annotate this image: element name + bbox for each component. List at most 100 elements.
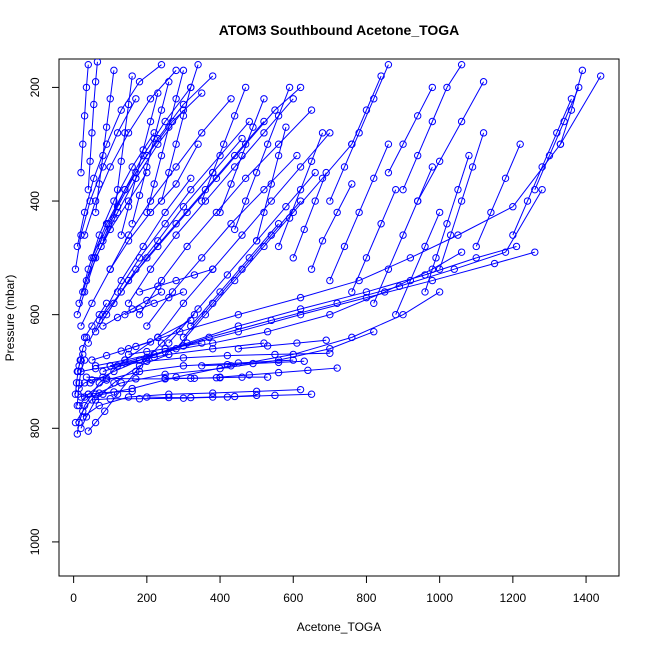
data-point: [348, 140, 356, 148]
data-point: [77, 393, 85, 401]
data-point: [154, 242, 162, 251]
data-point: [263, 328, 272, 336]
series-line-segment: [190, 64, 199, 88]
data-point: [435, 157, 444, 165]
data-point: [263, 140, 272, 148]
data-point: [88, 376, 96, 384]
series-line-segment: [175, 132, 203, 168]
data-point: [238, 231, 246, 239]
series-line-segment: [252, 361, 279, 365]
series-line-segment: [102, 127, 108, 156]
data-point: [172, 276, 180, 285]
data-point: [399, 185, 407, 194]
series-line-segment: [336, 183, 353, 213]
data-point: [384, 168, 393, 177]
data-point: [113, 313, 122, 322]
data-point: [80, 333, 89, 342]
data-point: [274, 368, 283, 377]
data-point: [227, 362, 235, 370]
data-point: [249, 359, 257, 368]
series-line-segment: [230, 189, 265, 225]
data-point: [117, 106, 125, 114]
data-point: [223, 351, 232, 360]
data-point: [143, 168, 151, 177]
data-point: [161, 117, 169, 126]
series-1: [77, 339, 268, 432]
series-43: [110, 72, 136, 222]
data-point: [230, 112, 239, 120]
series-line-segment: [128, 200, 151, 236]
series-line-segment: [91, 104, 95, 133]
data-point: [165, 393, 173, 402]
data-point: [190, 271, 199, 279]
data-point: [76, 356, 84, 364]
series-line-segment: [74, 235, 82, 270]
series-line-segment: [223, 115, 236, 145]
series-line-segment: [88, 392, 100, 395]
data-point: [135, 356, 144, 364]
data-point: [267, 197, 275, 205]
data-point: [146, 117, 155, 126]
series-22: [79, 83, 195, 296]
data-point: [205, 333, 213, 342]
series-line-segment: [80, 393, 89, 398]
series-65: [399, 60, 466, 194]
series-line-segment: [175, 143, 199, 185]
series-line-segment: [201, 98, 232, 134]
data-point: [209, 339, 217, 347]
series-79: [124, 339, 206, 359]
data-point: [252, 391, 261, 400]
series-line-segment: [164, 87, 192, 122]
series-line-segment: [296, 339, 327, 344]
series-line-segment: [146, 138, 155, 168]
data-point: [227, 180, 235, 188]
data-point: [472, 242, 480, 251]
data-point: [252, 387, 261, 396]
data-point: [216, 208, 224, 217]
series-line-segment: [278, 109, 312, 145]
series-line-segment: [190, 291, 221, 327]
series-line-segment: [307, 367, 338, 371]
data-point: [428, 163, 437, 171]
series-line-segment: [311, 240, 323, 270]
series-47: [198, 83, 250, 205]
data-point: [157, 151, 166, 160]
series-line-segment: [238, 297, 301, 316]
series-54: [326, 140, 393, 285]
data-point: [285, 214, 294, 222]
series-line-segment: [160, 81, 170, 111]
series-52: [289, 168, 330, 262]
series-line-segment: [183, 172, 214, 208]
series-line-segment: [373, 269, 389, 304]
data-point: [150, 299, 158, 307]
series-line-segment: [139, 302, 155, 310]
series-line-segment: [432, 263, 495, 282]
data-point: [99, 237, 107, 245]
series-line-segment: [124, 359, 140, 364]
series-60: [472, 140, 524, 251]
data-point: [238, 373, 246, 381]
data-point: [260, 208, 268, 217]
data-point: [428, 83, 437, 92]
series-76: [198, 357, 308, 370]
data-point: [267, 180, 275, 188]
data-point: [91, 418, 100, 427]
x-tick-label: 400: [210, 591, 230, 605]
series-55: [348, 185, 400, 296]
series-line-segment: [80, 144, 84, 173]
data-point: [326, 345, 334, 353]
data-point: [370, 328, 378, 336]
data-point: [161, 208, 169, 217]
series-line-segment: [212, 390, 257, 394]
series-78: [234, 336, 330, 353]
data-point: [282, 203, 290, 211]
data-point: [99, 151, 107, 160]
series-line-segment: [150, 70, 177, 100]
series-line-segment: [476, 246, 517, 259]
data-point: [194, 305, 202, 313]
series-line-segment: [289, 189, 302, 219]
series-line-segment: [230, 155, 243, 185]
data-point: [113, 203, 122, 211]
data-point: [82, 83, 91, 92]
data-point: [198, 129, 206, 137]
